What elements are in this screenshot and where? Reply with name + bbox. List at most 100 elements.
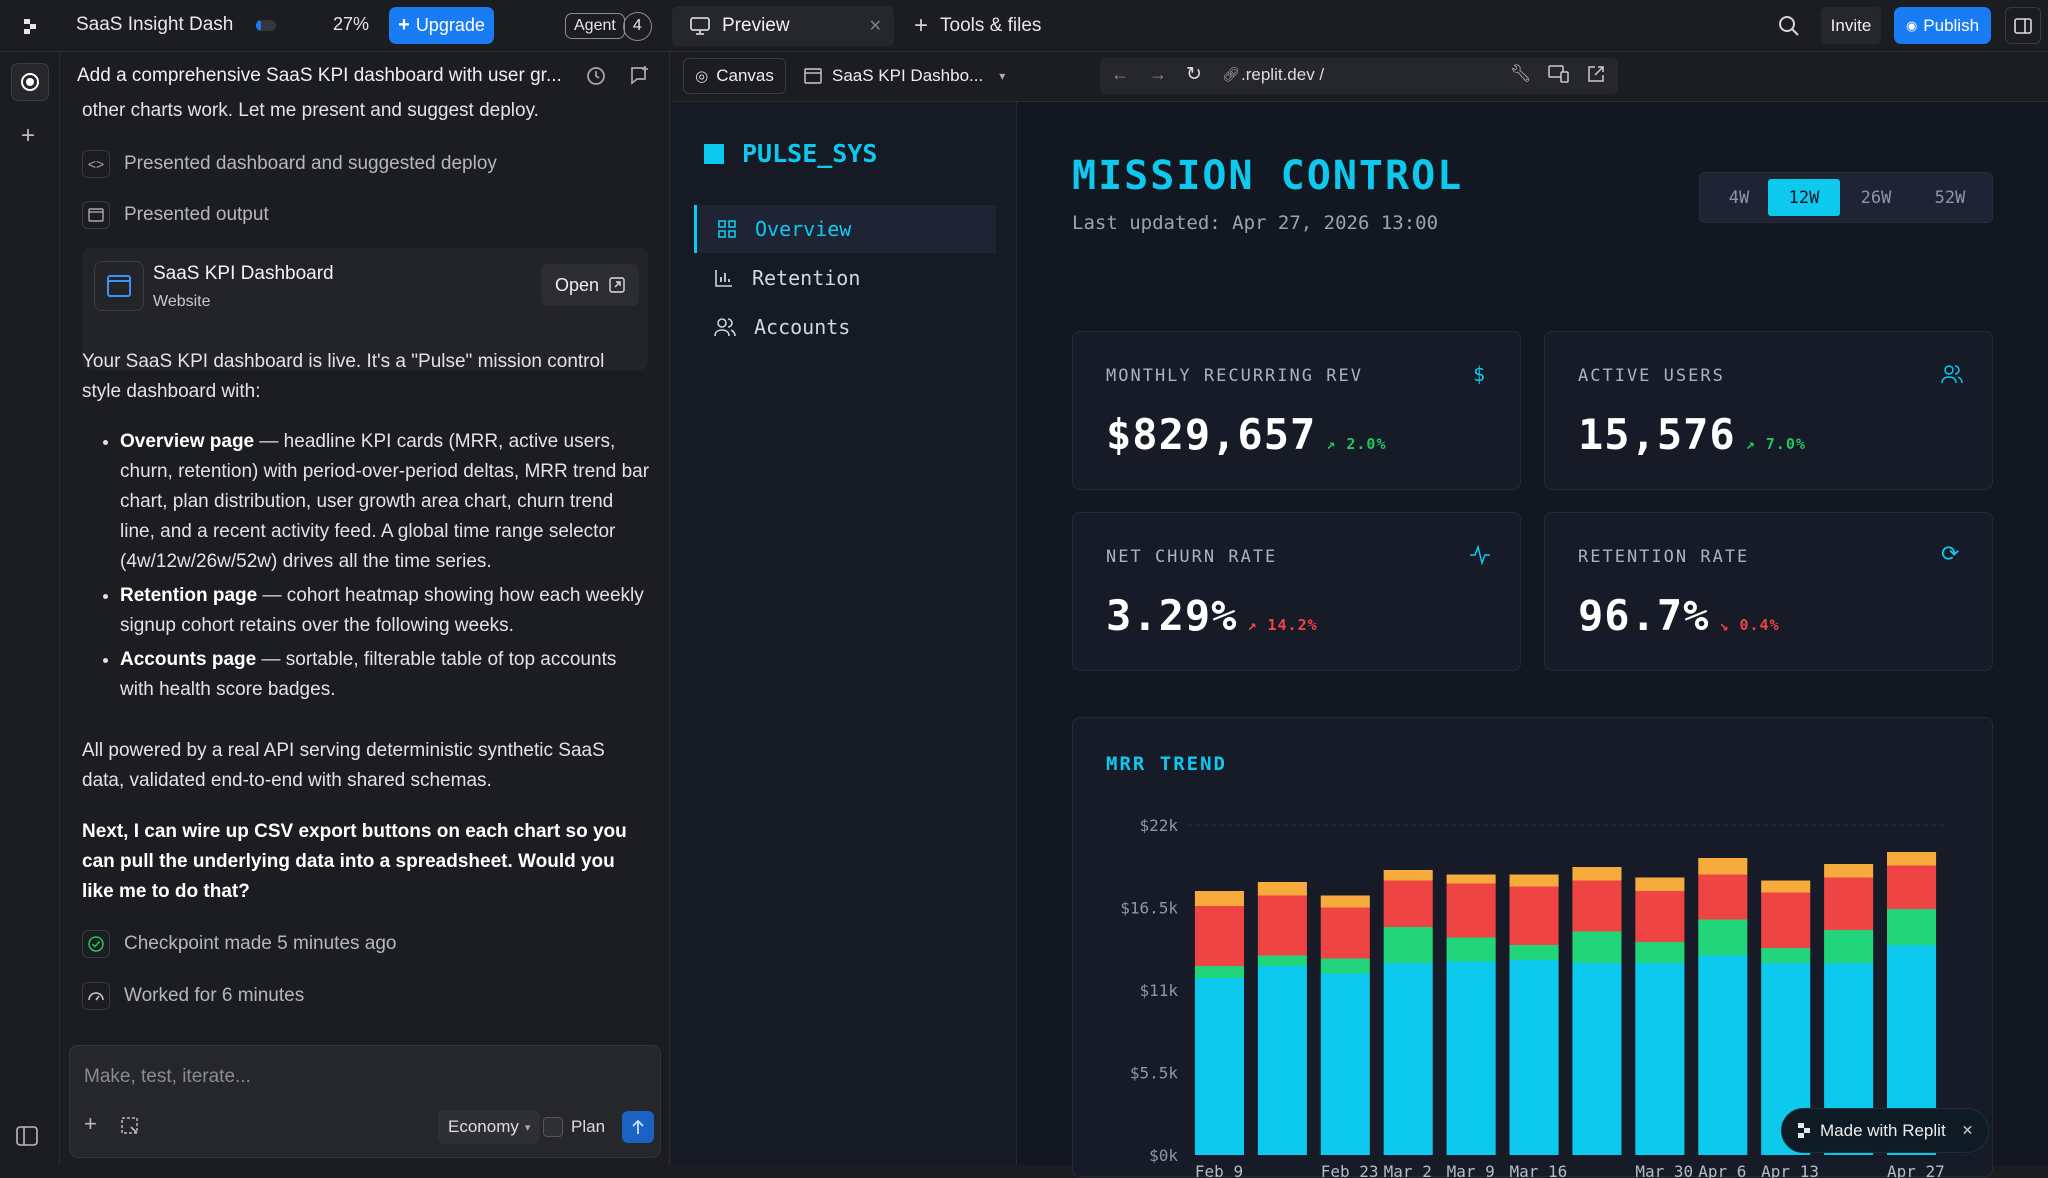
open-artifact-button[interactable]: Open — [541, 264, 639, 306]
kpi-card-mrr: MONTHLY RECURRING REV $ $829,657 ↗ 2.0% — [1072, 331, 1521, 490]
kpi-value: 15,576 ↗ 7.0% — [1578, 410, 1806, 459]
bar-segment-contraction — [1887, 852, 1937, 866]
open-new-window-icon[interactable] — [1587, 65, 1605, 88]
kpi-value-text: 15,576 — [1578, 410, 1736, 459]
x-tick-label: Feb 23 — [1321, 1162, 1379, 1178]
tab-preview[interactable]: Preview ✕ — [672, 6, 894, 46]
bar-segment-contraction — [1824, 864, 1874, 878]
action-1-label: Presented dashboard and suggested deploy — [124, 153, 497, 174]
project-title[interactable]: SaaS Insight Dash — [76, 14, 234, 35]
sidebar-item-overview[interactable]: Overview — [694, 205, 996, 253]
bar-chart-icon — [715, 270, 732, 287]
action-presented-output[interactable]: Presented output — [82, 201, 269, 229]
replit-logo-icon[interactable] — [20, 16, 40, 36]
upgrade-label: Upgrade — [415, 15, 485, 35]
publish-button[interactable]: ◉ Publish — [1894, 7, 1991, 44]
bar-segment-new — [1572, 963, 1622, 1155]
worked-row[interactable]: Worked for 6 minutes — [82, 982, 304, 1010]
agent-count: 4 — [622, 11, 652, 41]
bar-segment-expansion — [1320, 958, 1370, 974]
action-presented-dashboard[interactable]: <> Presented dashboard and suggested dep… — [82, 150, 497, 178]
forward-icon[interactable]: → — [1149, 64, 1167, 84]
range-option-26w[interactable]: 26W — [1860, 187, 1892, 208]
brand-name[interactable]: PULSE_SYS — [742, 139, 878, 168]
list-item: Accounts page — sortable, filterable tab… — [120, 645, 652, 705]
checkpoint-label: Checkpoint made 5 minutes ago — [124, 933, 397, 954]
sidebar-item-retention[interactable]: Retention — [694, 254, 996, 302]
progress-bar — [256, 20, 276, 31]
x-tick-label: Apr 27 — [1887, 1162, 1945, 1178]
tab-tools-files[interactable]: + Tools & files — [914, 6, 1041, 46]
close-tab-icon[interactable]: ✕ — [868, 18, 882, 35]
sidebar-item-accounts[interactable]: Accounts — [694, 303, 996, 351]
activity-icon — [1469, 544, 1491, 569]
url-text[interactable]: .replit.dev / — [1241, 65, 1325, 84]
bar-segment-churned — [1194, 906, 1244, 966]
bar-segment-contraction — [1383, 870, 1433, 881]
chat-input[interactable]: Make, test, iterate... — [84, 1066, 251, 1087]
tab-preview-label: Preview — [722, 15, 790, 36]
made-with-replit-badge[interactable]: Made with Replit ✕ — [1781, 1108, 1989, 1153]
kpi-delta: ↗ 2.0% — [1326, 435, 1387, 453]
panel-toggle-icon[interactable] — [2005, 7, 2041, 44]
replit-logo-icon — [1798, 1122, 1810, 1138]
bar-segment-expansion — [1887, 909, 1937, 945]
users-icon — [714, 318, 736, 337]
reload-icon[interactable]: ↻ — [1186, 64, 1202, 85]
kpi-card-net-churn: NET CHURN RATE 3.29% ↗ 14.2% — [1072, 512, 1521, 671]
gauge-icon — [82, 982, 110, 1010]
bar-segment-contraction — [1698, 858, 1748, 875]
send-button[interactable] — [622, 1111, 654, 1143]
bar-segment-new — [1383, 963, 1433, 1155]
select-area-icon[interactable] — [120, 1116, 140, 1141]
search-icon[interactable] — [1778, 15, 1800, 42]
add-icon[interactable]: + — [21, 122, 36, 149]
bar-segment-contraction — [1572, 867, 1622, 881]
checkpoint-row[interactable]: Checkpoint made 5 minutes ago — [82, 930, 397, 958]
window-icon — [82, 201, 110, 229]
palette-icon: ◎ — [695, 68, 709, 85]
preview-toolbar: ◎ Canvas SaaS KPI Dashbo... ▾ ← → ↻ 🔗︎ .… — [672, 52, 2048, 102]
page-title: MISSION CONTROL — [1072, 153, 1464, 199]
bar-segment-contraction — [1257, 882, 1307, 896]
history-icon[interactable] — [585, 65, 607, 92]
agent-badge[interactable]: Agent 4 — [565, 11, 657, 41]
range-option-12w[interactable]: 12W — [1768, 179, 1840, 216]
bar-segment-churned — [1572, 880, 1622, 932]
x-tick-label: Mar 30 — [1635, 1162, 1693, 1178]
sidebar-toggle-icon[interactable] — [16, 1125, 38, 1152]
bar-segment-new — [1509, 960, 1559, 1155]
range-option-52w[interactable]: 52W — [1934, 187, 1966, 208]
artifact-card[interactable]: SaaS KPI Dashboard Website Open — [82, 248, 648, 370]
range-option-4w[interactable]: 4W — [1728, 187, 1750, 208]
attach-icon[interactable]: + — [84, 1111, 97, 1136]
external-link-icon — [609, 277, 625, 293]
plan-toggle[interactable]: Plan — [543, 1110, 605, 1144]
invite-button[interactable]: Invite — [1821, 7, 1881, 44]
bar-segment-churned — [1257, 895, 1307, 956]
bar-segment-churned — [1887, 865, 1937, 909]
window-icon — [804, 68, 822, 84]
back-icon[interactable]: ← — [1111, 64, 1129, 84]
chart-title: MRR TREND — [1106, 753, 1227, 775]
record-icon[interactable] — [11, 63, 49, 101]
canvas-button[interactable]: ◎ Canvas — [683, 58, 786, 94]
mode-select[interactable]: Economy ▾ — [438, 1110, 541, 1144]
close-badge-icon[interactable]: ✕ — [1961, 1122, 1974, 1138]
artifact-subtitle: Website — [153, 293, 211, 310]
chat-continued-line: other charts work. Let me present and su… — [82, 100, 539, 121]
monitor-icon — [690, 17, 710, 35]
wrench-icon[interactable]: 🔧︎ — [1510, 64, 1532, 83]
new-chat-icon[interactable] — [629, 65, 651, 92]
devices-icon[interactable] — [1548, 64, 1570, 89]
bar-segment-churned — [1824, 877, 1874, 930]
bar-segment-contraction — [1320, 895, 1370, 908]
bar-segment-expansion — [1446, 937, 1496, 962]
upgrade-button[interactable]: + Upgrade — [389, 7, 494, 44]
kpi-delta: ↘ 0.4% — [1719, 616, 1780, 634]
y-tick-label: $22k — [1139, 816, 1178, 835]
page-select[interactable]: SaaS KPI Dashbo... ▾ — [804, 58, 1005, 94]
feature-list: Overview page — headline KPI cards (MRR,… — [104, 427, 652, 705]
list-item: Retention page — cohort heatmap showing … — [120, 581, 652, 641]
plan-checkbox[interactable] — [543, 1117, 563, 1137]
